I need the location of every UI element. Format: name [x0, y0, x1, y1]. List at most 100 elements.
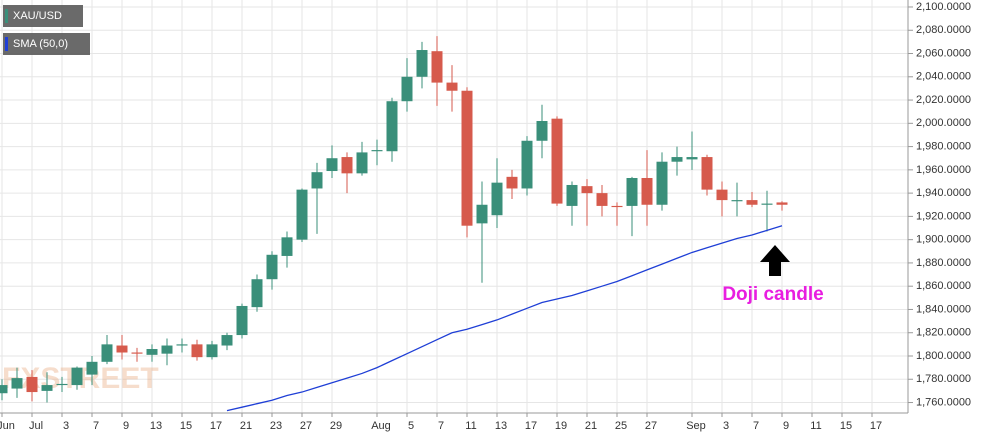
y-tick-label: 1,840.0000	[916, 303, 971, 315]
candle-body	[86, 361, 98, 375]
x-tick-label: Sep	[686, 420, 706, 432]
y-tick-label: 2,060.0000	[916, 47, 971, 59]
y-tick-label: 1,980.0000	[916, 140, 971, 152]
candle-body	[641, 177, 653, 205]
legend-box	[3, 5, 83, 27]
candle-body	[746, 200, 758, 205]
x-tick-label: 17	[870, 420, 882, 432]
candle-body	[281, 237, 293, 256]
candle-body	[596, 193, 608, 206]
candle-body	[206, 344, 218, 358]
candle-body	[56, 383, 68, 386]
y-tick-label: 2,000.0000	[916, 117, 971, 129]
x-tick-label: 7	[438, 420, 444, 432]
candle-body	[326, 158, 338, 172]
candle-body	[191, 344, 203, 358]
x-tick-label: 5	[408, 420, 414, 432]
legend-label: SMA (50,0)	[13, 38, 68, 50]
x-tick-label: 27	[300, 420, 312, 432]
candle-body	[416, 50, 428, 77]
x-tick-label: Aug	[371, 420, 391, 432]
candle-body	[371, 150, 383, 152]
x-tick-label: 17	[525, 420, 537, 432]
x-tick-label: Jul	[29, 420, 43, 432]
y-tick-label: 1,920.0000	[916, 210, 971, 222]
candle-body	[731, 200, 743, 202]
candle-body	[221, 335, 233, 346]
y-tick-label: 1,760.0000	[916, 396, 971, 408]
x-tick-label: 23	[270, 420, 282, 432]
y-tick-label: 1,900.0000	[916, 234, 971, 246]
candle-body	[311, 172, 323, 189]
x-tick-label: Jun	[0, 420, 15, 432]
candle-body	[41, 385, 53, 391]
candle-body	[761, 203, 773, 205]
y-tick-label: 2,080.0000	[916, 24, 971, 36]
candle-body	[386, 101, 398, 152]
candle-body	[176, 344, 188, 346]
candle-body	[521, 140, 533, 189]
candle-body	[671, 157, 683, 162]
candle-body	[401, 76, 413, 102]
candle-body	[626, 177, 638, 206]
x-tick-label: 27	[645, 420, 657, 432]
y-tick-label: 2,100.0000	[916, 1, 971, 13]
candle-body	[716, 189, 728, 201]
candle-body	[581, 186, 593, 194]
y-tick-label: 1,800.0000	[916, 350, 971, 362]
y-tick-label: 2,020.0000	[916, 94, 971, 106]
x-tick-label: 13	[150, 420, 162, 432]
candle-body	[11, 378, 23, 389]
x-tick-label: 7	[93, 420, 99, 432]
legend-swatch	[5, 37, 8, 51]
candle-body	[431, 51, 443, 83]
y-tick-label: 1,860.0000	[916, 280, 971, 292]
candle-body	[131, 352, 143, 354]
candle-body	[356, 152, 368, 174]
candle-body	[686, 157, 698, 160]
candle-body	[701, 157, 713, 190]
y-tick-label: 1,940.0000	[916, 187, 971, 199]
x-tick-label: 11	[810, 420, 821, 432]
y-tick-label: 1,880.0000	[916, 257, 971, 269]
candle-body	[446, 82, 458, 91]
candle-body	[236, 305, 248, 336]
x-tick-label: 9	[783, 420, 789, 432]
candle-body	[611, 205, 623, 208]
candle-body	[506, 176, 518, 189]
x-tick-label: 15	[840, 420, 852, 432]
candle-body	[146, 349, 158, 355]
candle-body	[101, 344, 113, 362]
x-tick-label: 29	[330, 420, 342, 432]
x-tick-label: 19	[555, 420, 567, 432]
x-tick-label: 21	[240, 420, 252, 432]
x-tick-label: 15	[180, 420, 192, 432]
candle-body	[656, 161, 668, 205]
sma-line	[226, 225, 783, 412]
legend-swatch	[5, 9, 8, 23]
candle-body	[461, 90, 473, 226]
y-tick-label: 1,820.0000	[916, 327, 971, 339]
x-tick-label: 3	[63, 420, 69, 432]
candle-body	[266, 254, 278, 280]
x-tick-label: 21	[585, 420, 597, 432]
legend-box	[3, 33, 90, 55]
candle-body	[491, 182, 503, 216]
candle-body	[161, 345, 173, 354]
y-tick-label: 1,960.0000	[916, 164, 971, 176]
x-tick-label: 3	[723, 420, 729, 432]
x-tick-label: 17	[210, 420, 222, 432]
x-tick-label: 11	[465, 420, 476, 432]
x-tick-label: 7	[753, 420, 759, 432]
candle-body	[296, 189, 308, 240]
legend: XAU/USD SMA (50,0)	[3, 5, 90, 55]
y-tick-label: 1,780.0000	[916, 373, 971, 385]
annotation: Doji candle	[722, 284, 823, 305]
x-tick-label: 13	[495, 420, 507, 432]
candle-body	[776, 202, 788, 205]
candle-body	[71, 367, 83, 386]
candle-body	[551, 118, 563, 204]
candle-body	[0, 385, 8, 394]
